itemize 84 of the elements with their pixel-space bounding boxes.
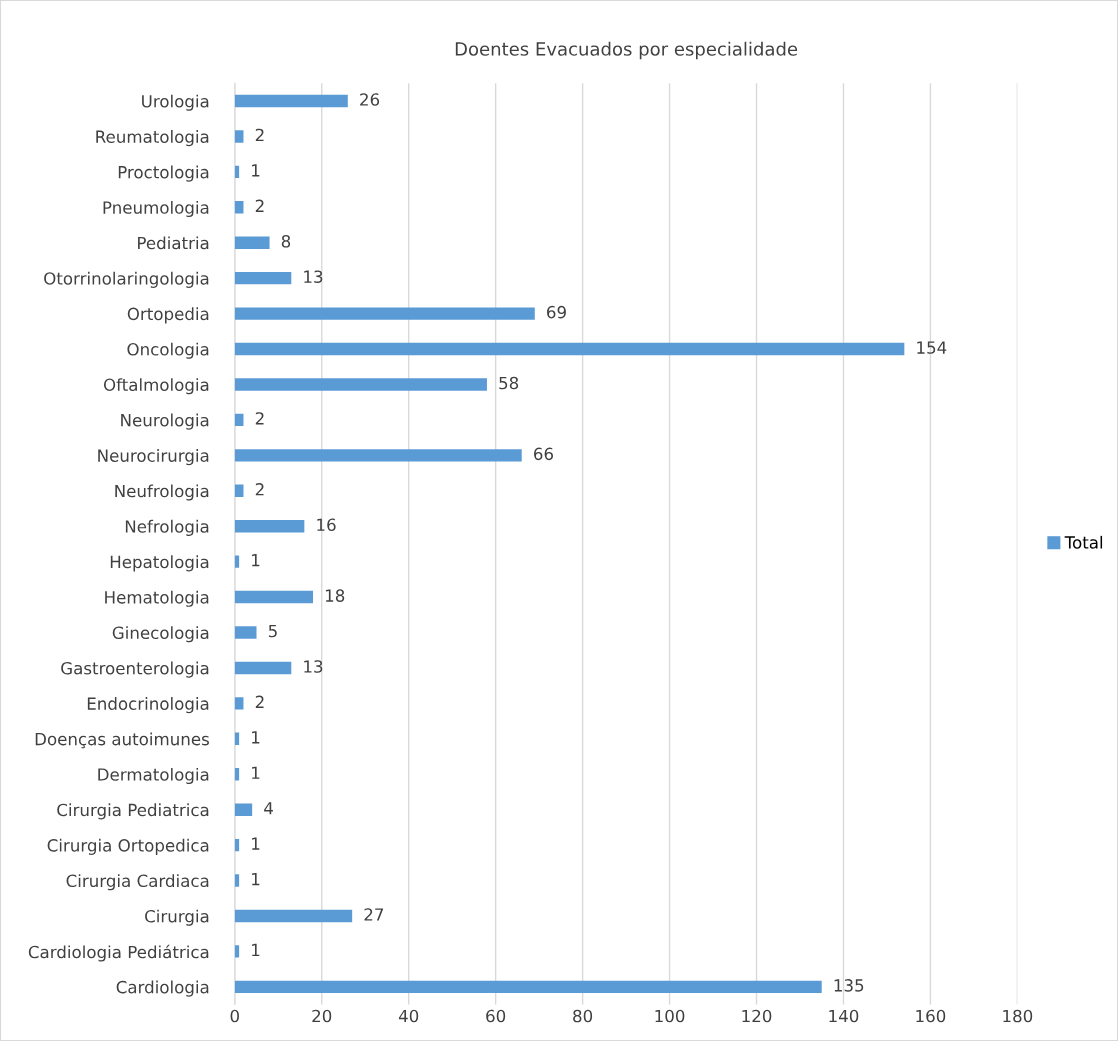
x-tick-label: 140 [829,1009,859,1023]
x-tick-label: 180 [1003,1009,1033,1023]
data-label: 66 [534,447,553,461]
y-tick-label: Cardiologia [116,980,209,997]
y-tick-label: Hematologia [105,590,209,607]
data-label: 58 [499,376,519,390]
bar [234,201,244,214]
data-label: 1 [252,766,260,779]
data-label: 1 [252,943,260,957]
data-label: 135 [834,979,864,992]
bar [234,342,905,356]
bar [234,590,314,604]
x-tick-label: 100 [655,1009,685,1023]
bar [234,661,292,675]
x-tick-label: 40 [398,1009,419,1023]
x-tick-label: 120 [742,1009,772,1023]
x-tick-label: 160 [916,1009,946,1023]
y-tick-label: Gastroenterologia [61,661,209,678]
data-label: 2 [255,199,264,212]
bar [234,236,270,249]
y-tick-label: Cirurgia Pediatrica [57,803,209,820]
data-label: 4 [264,802,273,815]
bar [234,130,244,143]
y-tick-label: Otorrinolaringologia [44,271,209,288]
y-tick-label: Dermatologia [98,767,209,785]
bar [234,520,305,533]
data-label: 18 [325,589,345,602]
data-label: 13 [304,660,323,673]
data-label: 2 [255,695,264,708]
data-label: 1 [252,731,260,744]
data-label: 27 [364,908,384,921]
y-tick-label: Cirurgia Cardiaca [66,874,209,891]
bar [234,271,292,285]
y-tick-label: Neufrologia [115,484,209,501]
data-label: 1 [252,837,260,850]
bar [234,980,822,994]
y-tick-label: Doenças autoimunes [35,732,209,749]
y-tick-label: Nefrologia [125,519,209,536]
data-label: 1 [252,164,260,177]
legend-label: Total [1064,535,1103,549]
bar [234,945,240,958]
x-tick-label: 60 [486,1009,506,1023]
bar [234,94,348,108]
bar [234,874,240,887]
data-label: 16 [317,518,336,532]
x-tick-label: 20 [312,1009,332,1023]
data-label: 2 [255,412,264,425]
bar [234,378,487,391]
bar [234,803,253,816]
y-tick-label: Hepatologia [110,555,209,572]
y-tick-label: Cardiologia Pediátrica [28,944,209,962]
y-tick-label: Urologia [142,94,209,111]
bar [234,626,257,639]
bar [234,307,535,320]
y-tick-label: Oftalmologia [103,378,209,395]
data-label: 154 [917,341,947,354]
bar [234,909,353,923]
bar [234,555,240,568]
bar [234,697,244,710]
data-label: 1 [252,872,260,886]
data-label: 1 [252,554,260,567]
chart-title: Doentes Evacuados por especialidade [455,41,798,60]
data-label: 2 [255,483,264,496]
y-tick-label: Proctologia [118,165,209,182]
data-label: 5 [268,624,277,638]
y-tick-label: Pediatria [138,236,209,250]
data-label: 13 [304,270,323,283]
bar [234,449,522,462]
y-tick-label: Reumatologia [96,130,209,147]
y-tick-label: Ginecologia [112,626,209,643]
y-tick-label: Pneumologia [103,200,209,218]
data-label: 69 [547,305,566,319]
data-label: 26 [360,93,380,106]
y-tick-label: Endocrinologia [87,697,209,714]
x-tick-label: 80 [573,1009,593,1023]
y-tick-label: Cirurgia Ortopedica [47,838,209,855]
y-tick-label: Neurocirurgia [98,449,209,466]
y-tick-label: Oncologia [127,342,209,359]
y-tick-label: Neurologia [121,413,209,430]
data-label: 2 [255,128,264,142]
y-tick-label: Ortopedia [127,307,209,324]
data-label: 8 [281,234,291,248]
x-tick-label: 0 [230,1009,239,1023]
y-tick-label: Cirurgia [145,909,209,926]
